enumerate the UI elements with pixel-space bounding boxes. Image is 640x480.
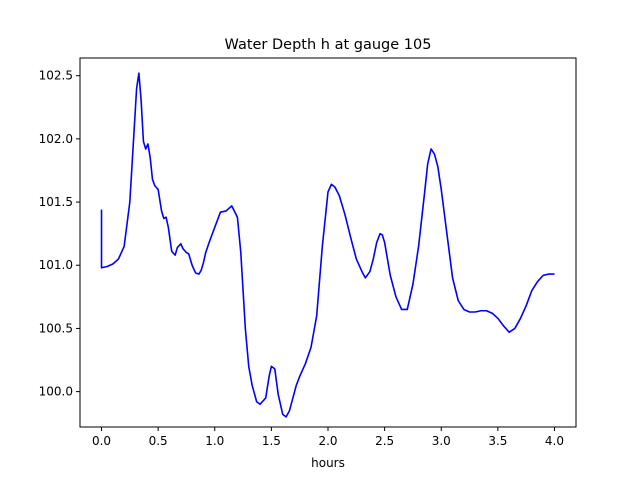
y-tick-label-101-0: 101.0 xyxy=(39,258,73,272)
y-tick-label-100-0: 100.0 xyxy=(39,385,73,399)
x-tick-label-1-0: 1.0 xyxy=(205,434,224,448)
plot-area-frame xyxy=(79,57,577,428)
chart-title: Water Depth h at gauge 105 xyxy=(225,37,432,53)
y-axis-ticks: 100.0 100.5 101.0 101.5 102.0 102.5 xyxy=(39,69,80,399)
x-tick-label-3-5: 3.5 xyxy=(488,434,507,448)
x-tick-label-0-5: 0.5 xyxy=(149,434,168,448)
x-tick-label-3-0: 3.0 xyxy=(432,434,451,448)
y-tick-label-100-5: 100.5 xyxy=(39,321,73,335)
x-tick-label-2-5: 2.5 xyxy=(375,434,394,448)
series-line-water-depth xyxy=(100,72,555,418)
x-tick-label-2-0: 2.0 xyxy=(318,434,337,448)
x-axis-label: hours xyxy=(311,456,345,470)
x-tick-label-0-0: 0.0 xyxy=(92,434,111,448)
y-tick-label-102-0: 102.0 xyxy=(39,132,73,146)
y-tick-label-101-5: 101.5 xyxy=(39,195,73,209)
x-tick-label-1-5: 1.5 xyxy=(262,434,281,448)
x-tick-label-4-0: 4.0 xyxy=(545,434,564,448)
x-axis-ticks: 0.0 0.5 1.0 1.5 2.0 2.5 3.0 3.5 4.0 xyxy=(92,427,564,448)
y-tick-label-102-5: 102.5 xyxy=(39,69,73,83)
